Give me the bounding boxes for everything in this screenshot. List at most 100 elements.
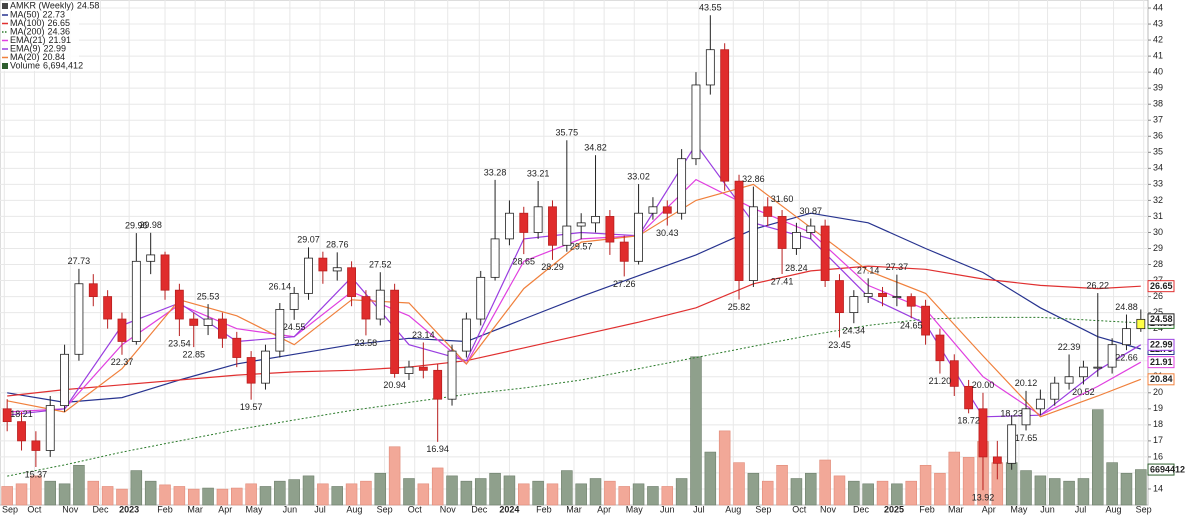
x-tick-label: May <box>626 504 644 514</box>
y-tick-label: 19 <box>1153 403 1163 413</box>
volume-bar <box>58 483 71 506</box>
candle-body <box>1079 366 1088 378</box>
volume-bar <box>159 484 171 506</box>
price-annotation: 25.82 <box>728 302 751 312</box>
y-tick-label: 28 <box>1153 259 1163 269</box>
x-tick-label: Mar <box>187 504 203 514</box>
volume-bar <box>101 486 114 506</box>
price-annotation: 29.96 <box>125 220 148 230</box>
volume-bar <box>1034 475 1047 506</box>
candle-body <box>304 257 313 294</box>
price-badge <box>1147 356 1175 369</box>
volume-bar <box>604 480 616 506</box>
volume-bar <box>532 480 544 506</box>
volume-bar <box>460 480 473 506</box>
legend-value: 6,694,412 <box>43 60 83 70</box>
price-annotation: 21.20 <box>929 376 952 386</box>
volume-bar <box>374 472 387 506</box>
legend-value: 24.58 <box>77 0 100 10</box>
legend-name: MA(50) <box>10 9 40 19</box>
candle-body <box>806 225 816 233</box>
y-tick-label: 43 <box>1153 18 1163 28</box>
x-tick-label: Jul <box>693 504 705 514</box>
volume-bar <box>288 479 300 506</box>
price-annotation: 23.14 <box>412 330 435 340</box>
volume-bar <box>934 472 946 506</box>
volume-bar <box>675 478 688 506</box>
price-annotation: 27.52 <box>369 260 392 270</box>
y-tick-label: 44 <box>1153 2 1163 12</box>
candle-body <box>792 232 801 249</box>
candle-body <box>748 206 758 281</box>
candle-body <box>720 49 730 182</box>
volume-bar <box>805 472 817 506</box>
volume-bar <box>733 462 745 506</box>
volume-bar <box>474 478 487 506</box>
volume-bar <box>87 480 100 506</box>
candle-body <box>634 212 643 262</box>
candle-body <box>447 350 457 400</box>
y-tick-label: 39 <box>1153 83 1163 93</box>
y-tick-label: 37 <box>1153 115 1163 125</box>
volume-bar <box>704 451 717 506</box>
x-tick-label: Oct <box>27 504 42 514</box>
volume-bar <box>1092 409 1104 506</box>
price-annotation: 27.14 <box>857 266 880 276</box>
volume-bar <box>1 486 13 506</box>
candle-body <box>935 334 945 362</box>
ma-line <box>7 212 1141 404</box>
candle-body <box>820 225 830 281</box>
volume-bar <box>388 446 401 506</box>
volume-bar <box>1063 480 1075 506</box>
legend-name: MA(100) <box>10 18 45 28</box>
legend-value: 24.36 <box>48 26 71 36</box>
x-tick-label: Jun <box>660 504 675 514</box>
price-annotation: 19.57 <box>240 402 263 412</box>
legend-swatch <box>2 63 8 69</box>
legend-value: 22.99 <box>44 43 67 53</box>
volume-bar <box>632 483 645 506</box>
candle-body <box>74 283 84 355</box>
candle-body <box>1050 382 1060 400</box>
y-tick-label: 33 <box>1153 179 1163 189</box>
y-tick-label: 16 <box>1153 451 1163 461</box>
volume-bar <box>231 487 243 506</box>
price-annotation: 28.24 <box>785 263 808 273</box>
volume-bar <box>790 478 803 506</box>
volume-bar <box>747 472 760 506</box>
price-badge <box>1147 373 1175 386</box>
price-badge-label: 22.99 <box>1150 340 1173 350</box>
x-tick-label: Feb <box>536 504 552 514</box>
candle-body <box>878 292 887 297</box>
volume-bar <box>417 483 430 506</box>
price-annotation: 29.07 <box>297 235 320 245</box>
price-annotation: 27.41 <box>771 276 794 286</box>
price-annotation: 26.14 <box>269 282 292 292</box>
price-annotation: 29.57 <box>570 242 593 252</box>
legend-swatch <box>2 3 8 9</box>
candle-body <box>921 305 930 336</box>
legend-value: 26.65 <box>48 18 71 28</box>
price-annotation: 23.54 <box>168 338 191 348</box>
volume-bar <box>546 483 559 506</box>
y-tick-label: 26 <box>1153 291 1163 301</box>
legend-box <box>1 1 79 71</box>
price-annotation: 17.65 <box>1015 433 1038 443</box>
candle-body <box>576 222 586 227</box>
x-tick-label: May <box>1010 504 1028 514</box>
x-tick-label: Feb <box>919 504 935 514</box>
candle-body <box>361 296 371 320</box>
candle-body <box>2 408 12 423</box>
candle-body <box>1107 344 1117 368</box>
candle-body <box>174 289 184 320</box>
price-badge <box>1147 313 1175 326</box>
candle-body <box>1122 328 1131 346</box>
candle-body <box>863 292 873 297</box>
volume-bar <box>431 467 444 506</box>
volume-bar <box>661 486 674 506</box>
y-tick-label: 42 <box>1153 34 1163 44</box>
candle-body <box>131 260 141 342</box>
ma-line <box>7 265 1141 397</box>
volume-bar <box>1120 472 1133 506</box>
